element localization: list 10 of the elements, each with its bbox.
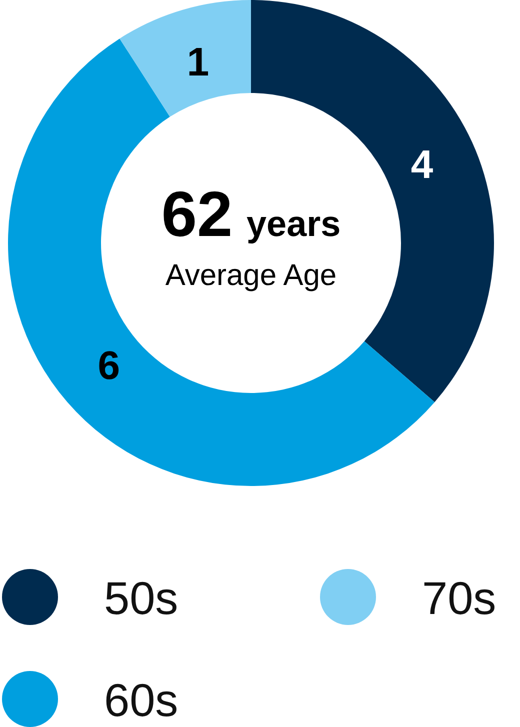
data-label: 1 [186,40,210,85]
data-label: 4 [410,142,434,187]
legend-label: 70s [422,572,496,624]
legend-label: 60s [104,674,178,726]
data-label: 6 [98,344,120,388]
donut-slice [120,0,251,117]
text: 62 years [161,178,341,250]
donut-slice [8,38,435,486]
text: Average Age [165,259,337,292]
legend-label: 50s [104,572,178,624]
